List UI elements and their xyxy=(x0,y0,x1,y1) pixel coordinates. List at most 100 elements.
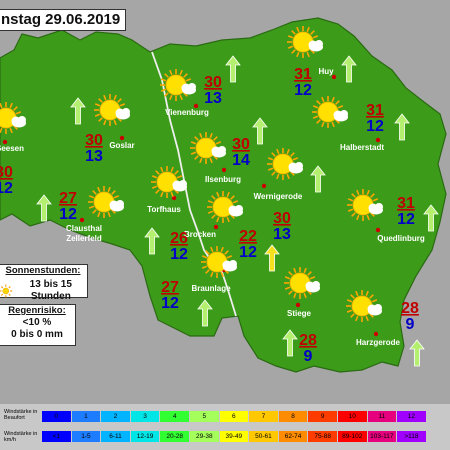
legend-kmh-row: <1 1-5 6-11 12-19 20-28 29-38 39-49 50-61 62-74 7… xyxy=(42,431,427,442)
town-dot xyxy=(193,103,199,109)
town-dot xyxy=(261,183,267,189)
legend-beaufort-label: Windstärke in Beaufort xyxy=(4,409,38,421)
temp-low: 9 xyxy=(304,348,313,365)
legend-kmh-cell: 20-28 xyxy=(160,431,190,442)
town-dot xyxy=(79,217,85,223)
legend-beaufort-cell: 10 xyxy=(337,411,368,422)
legend-kmh-cell: 103-117 xyxy=(367,431,398,442)
arrow-up-icon xyxy=(70,97,86,125)
legend-beaufort-cell: 3 xyxy=(130,411,161,422)
temp-low: 13 xyxy=(204,90,222,107)
legend-beaufort-cell: 8 xyxy=(278,411,309,422)
temp-high: 22 xyxy=(239,228,257,245)
temp-high: 30 xyxy=(85,132,103,149)
temp-low: 12 xyxy=(0,180,13,197)
temp-low: 12 xyxy=(366,118,384,135)
legend-kmh-cell: 50-61 xyxy=(249,431,279,442)
arrow-up-icon xyxy=(36,194,52,222)
temp-high: 31 xyxy=(294,66,312,83)
legend-beaufort-cell: 12 xyxy=(397,411,427,422)
town-label: Halberstadt xyxy=(340,143,384,152)
legend-beaufort-cell: 4 xyxy=(160,411,190,422)
town-label: Braunlage xyxy=(191,284,231,293)
legend-beaufort-cell: 5 xyxy=(189,411,220,422)
legend-kmh-cell: 62-74 xyxy=(278,431,309,442)
sun-cloud-icon xyxy=(267,148,303,180)
arrow-up-icon xyxy=(423,204,439,232)
sun-cloud-icon xyxy=(201,246,237,278)
sun-cloud-icon xyxy=(190,132,226,164)
temp-low: 12 xyxy=(294,82,312,99)
town-label: Stiege xyxy=(287,309,312,318)
legend-kmh-cell: 89-102 xyxy=(337,431,368,442)
arrow-up-icon xyxy=(197,299,213,327)
sun-cloud-icon xyxy=(88,186,124,218)
town-dot xyxy=(119,135,125,141)
legend-beaufort-cell: 6 xyxy=(219,411,250,422)
temp-high: 28 xyxy=(401,300,419,317)
sun-cloud-icon xyxy=(0,102,26,134)
legend-beaufort-row: 0 1 2 3 4 5 6 7 8 9 10 11 12 xyxy=(42,411,427,422)
town-dot xyxy=(375,227,381,233)
temp-low: 14 xyxy=(232,152,250,169)
temp-high: 30 xyxy=(232,136,250,153)
arrow-up-icon xyxy=(341,55,357,83)
temp-low: 12 xyxy=(161,295,179,312)
forecast-date-title: nstag 29.06.2019 xyxy=(0,9,126,31)
map: Huy Vienenburg Goslar Seesen Halberstadt Ilse… xyxy=(0,17,447,373)
arrow-up-icon xyxy=(144,227,160,255)
legend-beaufort-cell: 11 xyxy=(367,411,398,422)
wind-legend: Windstärke in Beaufort Windstärke in km/… xyxy=(0,404,450,450)
legend-kmh-label: Windstärke in km/h xyxy=(4,431,38,443)
sun-icon xyxy=(0,284,13,298)
rain-amount: 0 bis 0 mm xyxy=(11,329,63,340)
town-label: Vienenburg xyxy=(165,108,209,117)
town-dot xyxy=(295,302,301,308)
town-label: Zellerfeld xyxy=(66,234,102,243)
town-label: Quedlinburg xyxy=(377,234,425,243)
sunshine-title: Sonnenstunden: xyxy=(5,265,81,276)
temp-low: 12 xyxy=(170,246,188,263)
temp-high: 30 xyxy=(273,210,291,227)
sun-cloud-icon xyxy=(312,96,348,128)
sun-cloud-icon xyxy=(94,94,130,126)
town-dot xyxy=(373,331,379,337)
arrow-up-icon xyxy=(225,55,241,83)
sun-cloud-icon xyxy=(284,267,320,299)
legend-kmh-cell: 12-19 xyxy=(130,431,161,442)
temp-high: 27 xyxy=(59,190,77,207)
temp-low: 9 xyxy=(406,316,415,333)
town-label: Torfhaus xyxy=(147,205,181,214)
rain-info-box: Regenrisiko: <10 % 0 bis 0 mm xyxy=(0,304,76,346)
temp-low: 12 xyxy=(59,206,77,223)
town-dot xyxy=(221,167,227,173)
sunshine-value: 13 bis 15 Stunden xyxy=(29,279,72,302)
legend-kmh-cell: <1 xyxy=(42,431,72,442)
temp-high: 31 xyxy=(397,195,415,212)
arrow-up-icon xyxy=(409,339,425,367)
sun-cloud-icon xyxy=(347,189,383,221)
town-label: Ilsenburg xyxy=(205,175,241,184)
sun-cloud-icon xyxy=(151,166,187,198)
sun-cloud-icon xyxy=(207,191,243,223)
arrow-up-icon xyxy=(282,329,298,357)
rain-title: Regenrisiko: xyxy=(8,305,66,316)
town-dot xyxy=(375,137,381,143)
arrow-up-icon xyxy=(252,117,268,145)
town-label: Goslar xyxy=(109,141,134,150)
legend-kmh-cell: 39-49 xyxy=(219,431,250,442)
arrow-up-icon xyxy=(310,165,326,193)
legend-beaufort-cell: 2 xyxy=(101,411,131,422)
temp-low: 12 xyxy=(239,244,257,261)
temp-low: 13 xyxy=(273,226,291,243)
town-label: Seesen xyxy=(0,144,24,153)
temp-low: 13 xyxy=(85,148,103,165)
temp-low: 12 xyxy=(397,211,415,228)
arrow-up-icon xyxy=(394,113,410,141)
legend-beaufort-cell: 0 xyxy=(42,411,72,422)
temp-high: 30 xyxy=(204,74,222,91)
temp-high: 27 xyxy=(161,279,179,296)
sun-cloud-icon xyxy=(160,69,196,101)
legend-kmh-cell: 6-11 xyxy=(101,431,131,442)
temp-high: 30 xyxy=(0,164,13,181)
